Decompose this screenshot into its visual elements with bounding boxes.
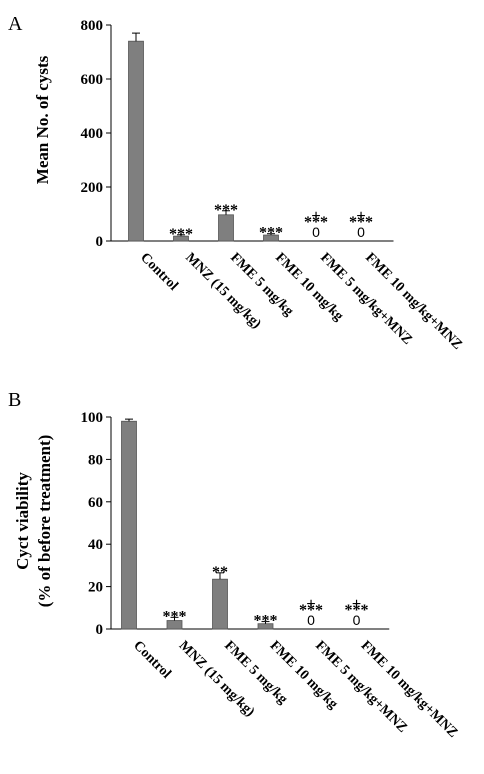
panel-b-bar — [121, 420, 137, 630]
panel-a-category-label: MNZ (15 mg/kg) — [182, 250, 264, 332]
panel-b-bar — [212, 578, 228, 630]
panel-a-value-label: 0 — [357, 224, 365, 240]
panel-b-significance-label: ** — [212, 564, 228, 581]
panel-b-value-label: 0 — [353, 612, 361, 628]
panel-a-plus-label: + — [311, 208, 320, 225]
panel-a-bar — [128, 40, 144, 242]
panel-b-plus-label: + — [352, 596, 361, 613]
panel-a-category-label: Control — [137, 250, 181, 294]
panel-b-y-tick-label: 100 — [81, 410, 104, 426]
panel-a-value-label: 0 — [312, 224, 320, 240]
panel-b-y-tick-label: 0 — [96, 622, 104, 638]
panel-b-y-tick-label: 40 — [88, 537, 103, 553]
panel-b-significance-label: *** — [163, 608, 187, 625]
panel-a-letter: A — [8, 13, 23, 35]
panel-b-y-axis-label-line: Cyct viability — [13, 472, 32, 570]
panel-b-category-label: Control — [130, 638, 174, 682]
panel-a-significance-label: *** — [349, 214, 373, 231]
panel-b-value-label: 0 — [307, 612, 315, 628]
panel-a-significance-label: *** — [304, 214, 328, 231]
panel-b-y-axis-label-line: (% of before treatment) — [35, 435, 54, 608]
panel-b-y-tick-label: 80 — [88, 452, 103, 468]
panel-b-plus-label: + — [306, 596, 315, 613]
panel-b-significance-label: *** — [254, 613, 278, 630]
panel-a-significance-label: *** — [259, 225, 283, 242]
panel-a-significance-label: *** — [214, 202, 238, 219]
panel-a-significance-label: *** — [169, 226, 193, 243]
panel-a-y-tick-label: 600 — [81, 72, 104, 88]
panel-a-y-tick-label: 0 — [96, 234, 104, 250]
panel-a-y-tick-label: 200 — [81, 180, 104, 196]
panel-b-y-tick-label: 20 — [88, 580, 103, 596]
panel-a-y-axis-label: Mean No. of cysts — [33, 55, 52, 184]
panel-a-y-tick-label: 400 — [81, 126, 104, 142]
panel-b-y-tick-label: 60 — [88, 495, 103, 511]
panel-b-significance-label: *** — [299, 602, 323, 619]
panel-b-letter: B — [8, 389, 21, 411]
panel-b-significance-label: *** — [345, 602, 369, 619]
panel-a-y-tick-label: 800 — [81, 18, 104, 34]
panel-a-plus-label: + — [356, 208, 365, 225]
